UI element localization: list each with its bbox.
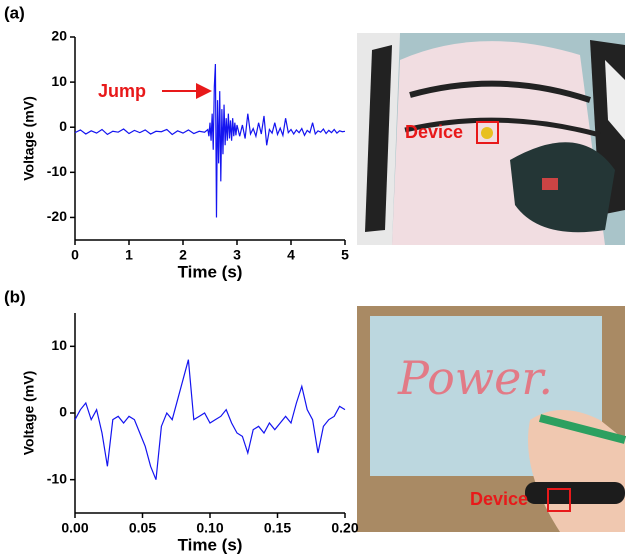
annotation: Jump	[98, 81, 146, 101]
device-label: Device	[470, 489, 528, 509]
y-tick-label: -10	[47, 163, 67, 179]
panel-label: (a)	[4, 3, 25, 22]
y-tick-label: 10	[51, 73, 67, 89]
y-tick-label: 0	[59, 404, 67, 420]
x-axis-title: Time (s)	[178, 535, 243, 554]
x-tick-label: 4	[287, 247, 295, 263]
handwriting: Power.	[397, 351, 553, 405]
signal-line	[74, 64, 346, 218]
device-box	[476, 121, 499, 144]
photo-backpack	[357, 33, 625, 246]
x-tick-label: 0.00	[61, 520, 88, 536]
device-label: Device	[405, 122, 463, 142]
y-tick-label: 10	[51, 337, 67, 353]
x-tick-label: 5	[341, 247, 349, 263]
photo-writing	[357, 306, 627, 532]
y-tick-label: -10	[47, 470, 67, 486]
signal-line	[74, 359, 346, 480]
x-tick-label: 1	[125, 247, 133, 263]
x-tick-label: 3	[233, 247, 241, 263]
x-tick-label: 0.20	[331, 520, 358, 536]
x-tick-label: 2	[179, 247, 187, 263]
y-tick-label: 20	[51, 28, 67, 44]
y-axis-title: Voltage (mV)	[21, 96, 37, 181]
x-tick-label: 0.10	[196, 520, 223, 536]
y-axis-title: Voltage (mV)	[21, 371, 37, 456]
y-tick-label: 0	[59, 118, 67, 134]
x-tick-label: 0	[71, 247, 79, 263]
panel-label: (b)	[4, 287, 26, 306]
x-tick-label: 0.15	[264, 520, 291, 536]
x-tick-label: 0.05	[129, 520, 156, 536]
y-tick-label: -20	[47, 208, 67, 224]
device-box	[547, 488, 571, 512]
x-axis-title: Time (s)	[178, 262, 243, 281]
